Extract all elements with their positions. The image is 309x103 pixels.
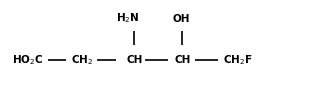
- Text: CH: CH: [126, 55, 142, 65]
- Text: CH: CH: [174, 55, 190, 65]
- Text: HO$_2$C: HO$_2$C: [12, 53, 44, 67]
- Text: OH: OH: [172, 13, 189, 24]
- Text: CH$_2$F: CH$_2$F: [223, 53, 253, 67]
- Text: CH$_2$: CH$_2$: [71, 53, 93, 67]
- Text: H$_2$N: H$_2$N: [116, 12, 140, 25]
